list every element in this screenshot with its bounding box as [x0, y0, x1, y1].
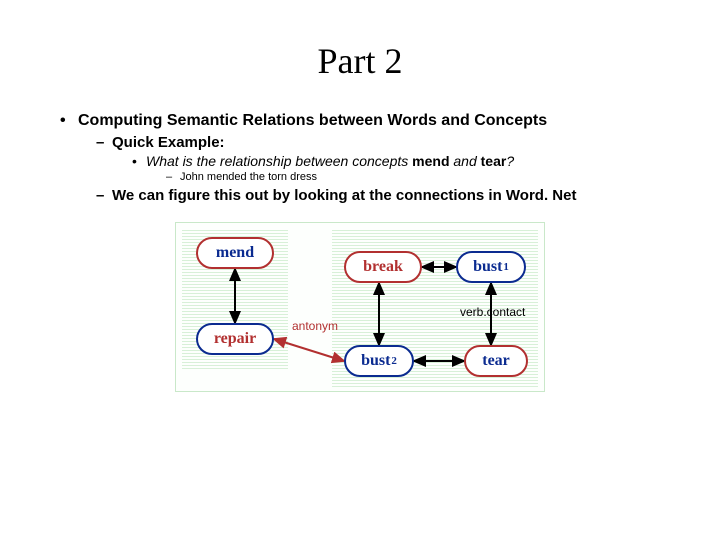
- node-break: break: [344, 251, 422, 283]
- node-subscript: 2: [391, 355, 397, 367]
- bullet-lvl2-wordnet: We can figure this out by looking at the…: [50, 187, 670, 204]
- page-title: Part 2: [50, 40, 670, 82]
- node-label: mend: [216, 244, 254, 262]
- edge: [274, 339, 344, 361]
- diagram-label: verb.contact: [460, 305, 525, 319]
- node-tear: tear: [464, 345, 528, 377]
- node-label: break: [363, 258, 403, 276]
- bullet-lvl1: Computing Semantic Relations between Wor…: [50, 112, 670, 130]
- node-repair: repair: [196, 323, 274, 355]
- q-post: ?: [506, 153, 514, 169]
- bullet-list: Computing Semantic Relations between Wor…: [50, 112, 670, 204]
- node-bust2: bust2: [344, 345, 414, 377]
- q-mend: mend: [412, 153, 449, 169]
- diagram-label: antonym: [292, 319, 338, 333]
- node-label: tear: [482, 352, 510, 370]
- wordnet-diagram: mendrepairbreakbust1bust2tearantonymverb…: [175, 222, 545, 392]
- q-mid: and: [450, 153, 481, 169]
- node-label: bust: [361, 352, 390, 370]
- bullet-lvl2-example: Quick Example:: [50, 134, 670, 151]
- node-subscript: 1: [503, 261, 509, 273]
- bullet-lvl3-question: What is the relationship between concept…: [50, 153, 670, 169]
- node-label: repair: [214, 330, 256, 348]
- q-pre: What is the relationship between concept…: [146, 153, 412, 169]
- node-bust1: bust1: [456, 251, 526, 283]
- node-label: bust: [473, 258, 502, 276]
- bullet-lvl4-example: John mended the torn dress: [50, 171, 670, 183]
- q-tear: tear: [481, 153, 507, 169]
- node-mend: mend: [196, 237, 274, 269]
